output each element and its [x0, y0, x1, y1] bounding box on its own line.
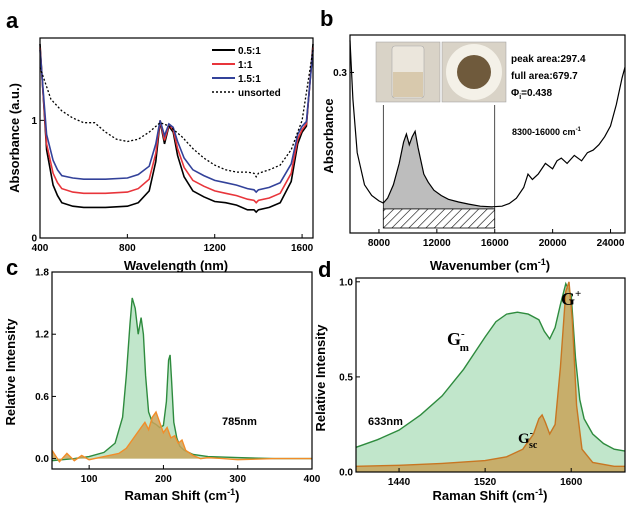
- x-tick-label: 1600: [560, 477, 583, 488]
- x-tick-label: 400: [32, 243, 49, 254]
- y-tick-label: 0.0: [35, 454, 49, 465]
- series-line-1: [355, 281, 625, 467]
- panel-a-xlabel: Wavelength (nm): [124, 258, 228, 273]
- panel-a-ticks: 400 800 1200 1600 0 1: [31, 116, 313, 254]
- x-tick-label: 1440: [388, 477, 411, 488]
- x-tick-label: 100: [81, 474, 98, 485]
- legend-label-1: 1:1: [238, 60, 253, 71]
- background-hatch: [382, 208, 496, 229]
- laser-633-label: 633nm: [368, 416, 403, 428]
- x-tick-label: 16000: [481, 238, 509, 249]
- x-tick-label: 200: [155, 474, 172, 485]
- series-line-1: [51, 410, 312, 463]
- legend-label-3: unsorted: [238, 88, 281, 99]
- gplus-annotation: G+: [561, 288, 581, 309]
- y-tick-label: 0: [31, 234, 37, 245]
- phi-text: Φi=0.438: [511, 88, 552, 101]
- y-tick-label: 0.3: [333, 68, 347, 79]
- series-line-0: [355, 281, 626, 452]
- series-area-1: [52, 412, 312, 462]
- panel-d: d 1440 1520 1600 0.0 0.5 1.0 Raman Shift (cm-…: [313, 257, 626, 503]
- panel-b-frame: [349, 34, 626, 234]
- film-spot: [457, 55, 491, 89]
- panel-c-xlabel: Raman Shift (cm-1): [125, 487, 240, 503]
- series-area-0: [356, 283, 625, 472]
- x-tick-label: 1600: [291, 243, 314, 254]
- y-tick-label: 0.0: [339, 468, 353, 479]
- x-tick-label: 300: [229, 474, 246, 485]
- series-area-0: [52, 297, 312, 461]
- y-tick-label: 1.2: [35, 330, 49, 341]
- panel-c-ticks: 100 200 300 400 0.0 0.6 1.2 1.8: [35, 268, 321, 486]
- vial-liquid: [393, 72, 423, 97]
- panel-c-ylabel: Relative Intensity: [3, 318, 18, 426]
- series-line-1: [39, 47, 314, 204]
- y-tick-label: 1: [31, 116, 37, 127]
- y-tick-label: 0.5: [339, 372, 353, 383]
- panel-c-frame: [51, 271, 313, 470]
- series-line-0: [51, 297, 312, 462]
- panel-b-plot: [349, 40, 626, 229]
- panel-b-letter: b: [320, 6, 333, 31]
- panel-c-plot: [51, 297, 312, 463]
- panel-a-letter: a: [6, 8, 19, 33]
- x-tick-label: 800: [119, 243, 136, 254]
- panel-a-frame: [39, 37, 314, 239]
- x-tick-label: 400: [304, 474, 321, 485]
- panel-c: c 100 200 300 400 0.0 0.6 1.2 1.8 Raman Shift (…: [3, 255, 321, 503]
- y-tick-label: 1.0: [339, 277, 353, 288]
- x-tick-label: 8000: [368, 238, 391, 249]
- legend-label-2: 1.5:1: [238, 74, 261, 85]
- peak-area-text: peak area:297.4: [511, 54, 586, 65]
- panel-d-ticks: 1440 1520 1600 0.0 0.5 1.0: [339, 277, 583, 488]
- laser-785-label: 785nm: [222, 416, 257, 428]
- legend-label-0: 0.5:1: [238, 46, 261, 57]
- panel-b-ticks: 8000 12000 16000 20000 24000 0.3: [333, 68, 625, 249]
- series-area-1: [356, 281, 625, 472]
- panel-d-frame: [355, 277, 626, 473]
- x-tick-label: 20000: [539, 238, 567, 249]
- series-line-0: [39, 43, 314, 214]
- y-tick-label: 0.6: [35, 392, 49, 403]
- series-line-3: [39, 49, 314, 179]
- panel-b: b 8000 12000 16000 20000 24000 0.3 Wavenumber…: [320, 6, 626, 273]
- x-tick-label: 1520: [474, 477, 497, 488]
- panel-a: a 400 800 1200 1600 0 1 Wavelength (nm) Absor…: [6, 8, 314, 273]
- panel-c-letter: c: [6, 255, 18, 280]
- full-area-text: full area:679.7: [511, 71, 578, 82]
- panel-a-ylabel: Absorbance (a.u.): [7, 83, 22, 193]
- peak-area-fill: [383, 131, 495, 209]
- gm-annotation: G-m: [447, 328, 469, 354]
- inset-photos: [375, 41, 507, 103]
- y-tick-label: 1.8: [35, 268, 49, 279]
- range-text: 8300-16000 cm-1: [512, 127, 582, 137]
- x-tick-label: 1200: [204, 243, 227, 254]
- spectrum-line: [349, 40, 626, 208]
- panel-b-ylabel: Absorbance: [321, 98, 336, 173]
- x-tick-label: 12000: [423, 238, 451, 249]
- panel-d-ylabel: Relative Intensity: [313, 324, 328, 432]
- panel-a-legend: 0.5:1 1:1 1.5:1 unsorted: [212, 46, 281, 99]
- panel-b-xlabel: Wavenumber (cm-1): [430, 257, 550, 273]
- panel-a-plot: [39, 43, 314, 214]
- gsc-annotation: G-sc: [518, 428, 538, 451]
- series-line-2: [39, 49, 314, 194]
- panel-d-letter: d: [318, 257, 331, 282]
- panel-d-xlabel: Raman Shift (cm-1): [433, 487, 548, 503]
- x-tick-label: 24000: [597, 238, 625, 249]
- panel-d-plot: [355, 281, 626, 472]
